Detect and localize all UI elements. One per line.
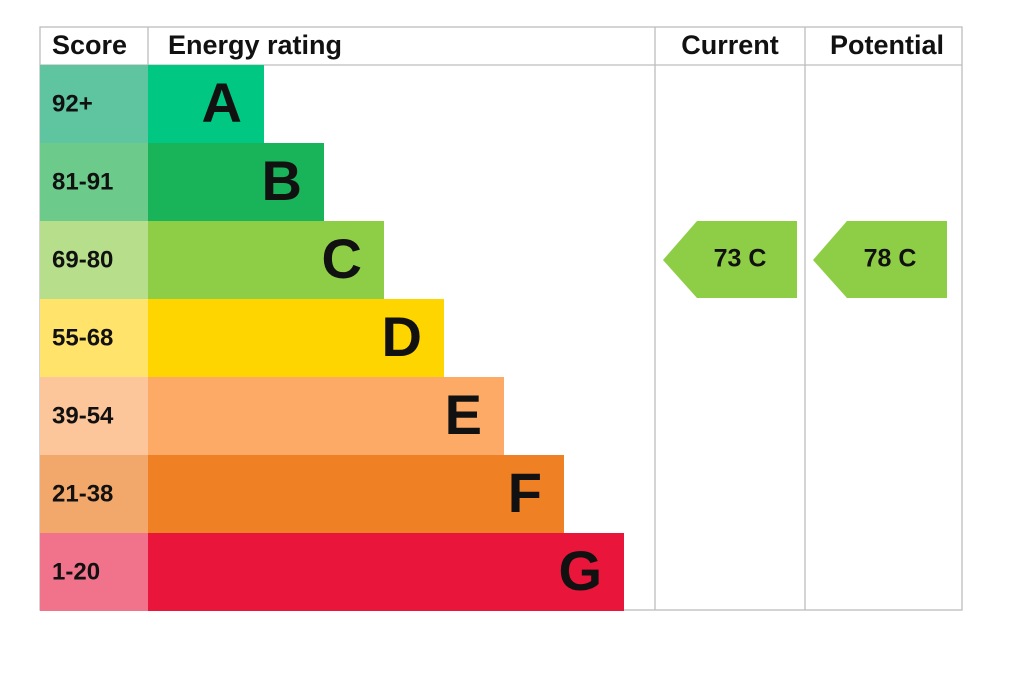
score-cell — [40, 455, 148, 533]
score-cell — [40, 299, 148, 377]
header-rating: Energy rating — [168, 30, 342, 60]
score-cell — [40, 533, 148, 611]
score-cell — [40, 221, 148, 299]
rating-letter: E — [445, 383, 482, 446]
current-rating: 73 C — [714, 245, 767, 273]
score-cell — [40, 143, 148, 221]
potential-rating: 78 C — [864, 245, 917, 273]
rating-bar — [148, 533, 624, 611]
current-arrow — [663, 221, 797, 298]
score-cell — [40, 377, 148, 455]
potential-arrow — [813, 221, 947, 298]
rating-letter: G — [558, 539, 602, 602]
score-cell — [40, 65, 148, 143]
rating-bar — [148, 299, 444, 377]
score-label: 39-54 — [52, 402, 114, 429]
rating-letter: F — [508, 461, 542, 524]
score-label: 92+ — [52, 90, 93, 117]
score-label: 81-91 — [52, 168, 113, 195]
rating-letter: D — [382, 305, 422, 368]
rating-bar — [148, 221, 384, 299]
score-label: 1-20 — [52, 558, 100, 585]
header-score: Score — [52, 30, 127, 60]
rating-letter: B — [262, 149, 302, 212]
score-label: 21-38 — [52, 480, 113, 507]
score-label: 55-68 — [52, 324, 113, 351]
rating-letter: C — [322, 227, 362, 290]
header-current: Current — [681, 30, 779, 60]
header-potential: Potential — [830, 30, 944, 60]
rating-bar — [148, 377, 504, 455]
score-label: 69-80 — [52, 246, 113, 273]
rating-bar — [148, 455, 564, 533]
rating-letter: A — [202, 71, 242, 134]
rating-bar — [148, 143, 324, 221]
rating-bar — [148, 65, 264, 143]
